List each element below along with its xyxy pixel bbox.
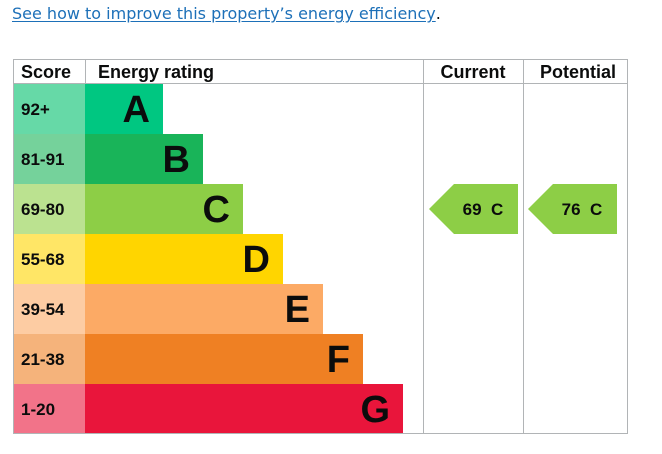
rating-bar-c: [85, 184, 243, 234]
potential-rating-arrow: [528, 184, 617, 234]
table-border: [13, 59, 628, 434]
score-label-a: 92+: [21, 100, 50, 119]
score-cell-g: [13, 384, 85, 434]
rating-letter-e: E: [285, 289, 310, 331]
rating-bar-d: [85, 234, 283, 284]
score-cell-d: [13, 234, 85, 284]
rating-bar-a: [85, 84, 163, 134]
score-label-b: 81-91: [21, 150, 64, 169]
potential-header: Potential: [540, 62, 616, 82]
rating-letter-c: C: [203, 189, 230, 231]
rating-arrows: 69 C 76 C: [429, 184, 617, 234]
score-label-g: 1-20: [21, 400, 55, 419]
current-rating-label: 69 C: [463, 200, 504, 219]
improve-efficiency-link[interactable]: See how to improve this property’s energ…: [12, 4, 441, 23]
score-cell-f: [13, 334, 85, 384]
score-label-d: 55-68: [21, 250, 64, 269]
rating-letter-b: B: [163, 139, 190, 181]
rating-letter-g: G: [360, 389, 390, 431]
table-grid: [13, 59, 628, 434]
score-header: Score: [21, 62, 71, 82]
rating-bar-g: [85, 384, 403, 434]
improve-efficiency-link-text[interactable]: See how to improve this property’s energ…: [12, 4, 436, 23]
score-cell-c: [13, 184, 85, 234]
score-cell-b: [13, 134, 85, 184]
rating-letter-d: D: [243, 239, 270, 281]
rating-bar-b: [85, 134, 203, 184]
current-rating-arrow: [429, 184, 518, 234]
rating-bar-f: [85, 334, 363, 384]
score-label-c: 69-80: [21, 200, 64, 219]
score-label-f: 21-38: [21, 350, 64, 369]
rating-letter-a: A: [123, 89, 150, 131]
rating-bar-e: [85, 284, 323, 334]
header-row-background: [13, 59, 627, 83]
score-label-e: 39-54: [21, 300, 65, 319]
potential-rating-label: 76 C: [562, 200, 603, 219]
energy-rating-header: Energy rating: [98, 62, 214, 82]
current-header: Current: [440, 62, 505, 82]
link-trailing-period: .: [435, 4, 441, 23]
rating-bands: 92+ A 81-91 B 69-80 C 55-68 D 39-54 E 21-38 F 1-20 G: [13, 84, 403, 434]
score-cell-e: [13, 284, 85, 334]
score-cell-a: [13, 84, 85, 134]
rating-letter-f: F: [327, 339, 350, 381]
